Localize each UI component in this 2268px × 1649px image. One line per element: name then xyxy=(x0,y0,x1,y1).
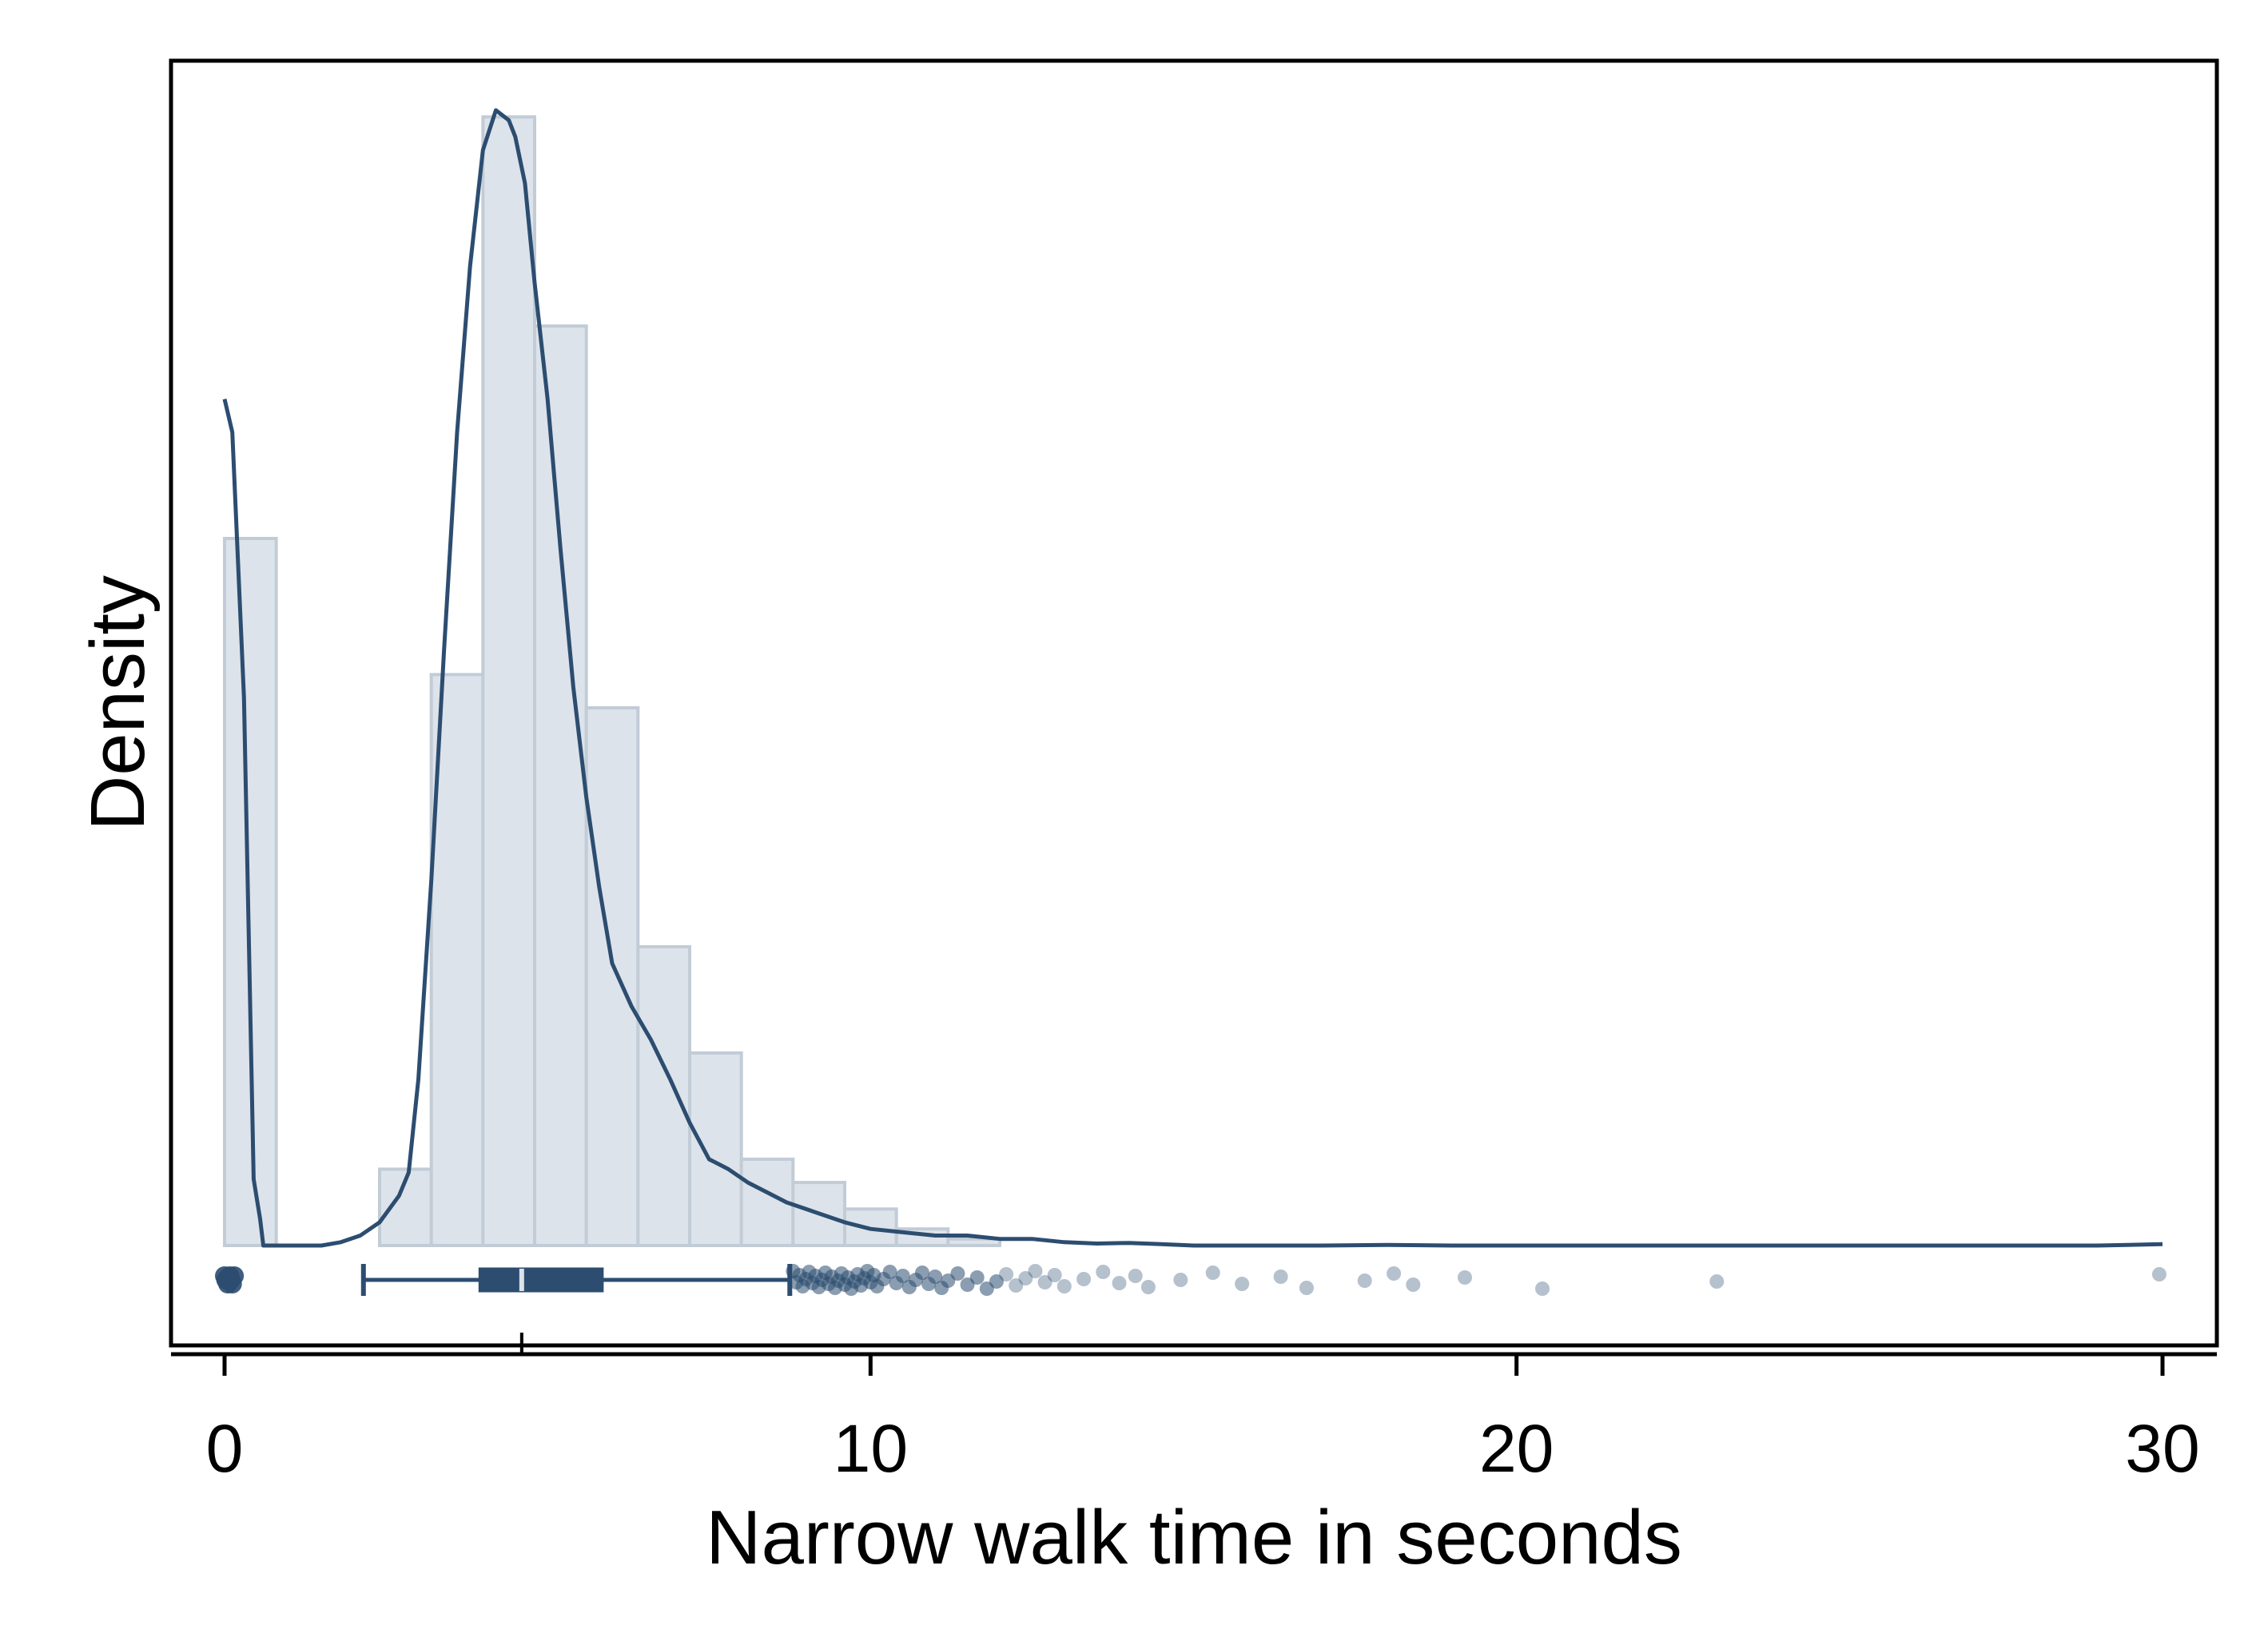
outlier-high-65 xyxy=(1709,1274,1725,1289)
outlier-high-52 xyxy=(1112,1276,1127,1290)
density-curve xyxy=(222,108,2163,1248)
outlier-high-45 xyxy=(1018,1271,1033,1285)
outlier-high-42 xyxy=(989,1274,1004,1289)
outlier-high-61 xyxy=(1387,1266,1402,1281)
y-axis-title: Density xyxy=(75,575,161,831)
outlier-high-38 xyxy=(950,1266,965,1281)
box-iqr xyxy=(478,1267,604,1293)
outlier-high-53 xyxy=(1128,1269,1143,1283)
x-tick-label-0: 0 xyxy=(206,1411,244,1486)
outlier-high-43 xyxy=(999,1267,1014,1281)
outlier-high-64 xyxy=(1535,1281,1550,1296)
outlier-high-30 xyxy=(895,1269,910,1283)
outlier-high-63 xyxy=(1458,1270,1472,1285)
histogram-bar-9 xyxy=(688,1051,743,1248)
box-plot xyxy=(360,1264,793,1296)
histogram-bar-4 xyxy=(429,673,485,1247)
x-tick-label-2: 20 xyxy=(1479,1411,1554,1486)
outlier-high-51 xyxy=(1096,1265,1111,1279)
outlier-high-48 xyxy=(1047,1268,1062,1282)
box-plot-outliers xyxy=(215,1264,2167,1296)
outlier-high-60 xyxy=(1357,1274,1372,1288)
outlier-high-33 xyxy=(915,1266,929,1280)
outlier-high-50 xyxy=(1076,1272,1092,1286)
plot-frame xyxy=(169,58,2219,1348)
outlier-high-57 xyxy=(1235,1277,1250,1291)
histogram-bar-0 xyxy=(223,536,278,1247)
outlier-high-47 xyxy=(1037,1275,1052,1289)
outlier-high-49 xyxy=(1056,1279,1072,1293)
outlier-high-46 xyxy=(1028,1264,1043,1278)
outlier-high-40 xyxy=(969,1270,985,1285)
outlier-high-59 xyxy=(1299,1281,1314,1295)
outlier-high-54 xyxy=(1140,1280,1156,1294)
outlier-high-56 xyxy=(1205,1266,1220,1280)
outlier-high-66 xyxy=(2151,1267,2167,1281)
outlier-low-6 xyxy=(225,1266,245,1285)
histogram-bar-5 xyxy=(481,115,536,1247)
outlier-high-35 xyxy=(928,1270,943,1284)
histogram-bar-7 xyxy=(584,705,640,1247)
x-tick-label-3: 30 xyxy=(2125,1411,2199,1486)
histogram-bars xyxy=(223,115,1002,1248)
histogram-bar-14 xyxy=(946,1237,1002,1248)
outlier-high-28 xyxy=(882,1265,897,1279)
x-tick-label-1: 10 xyxy=(834,1411,908,1486)
x-axis: 0 10 20 30 xyxy=(171,1333,2217,1486)
outlier-high-62 xyxy=(1406,1277,1421,1292)
outlier-high-58 xyxy=(1273,1270,1288,1284)
outlier-high-44 xyxy=(1009,1278,1024,1293)
histogram-bar-8 xyxy=(636,945,691,1247)
x-axis-title: Narrow walk time in seconds xyxy=(706,1495,1682,1580)
histogram-bar-6 xyxy=(533,324,588,1247)
outlier-high-55 xyxy=(1173,1273,1188,1287)
